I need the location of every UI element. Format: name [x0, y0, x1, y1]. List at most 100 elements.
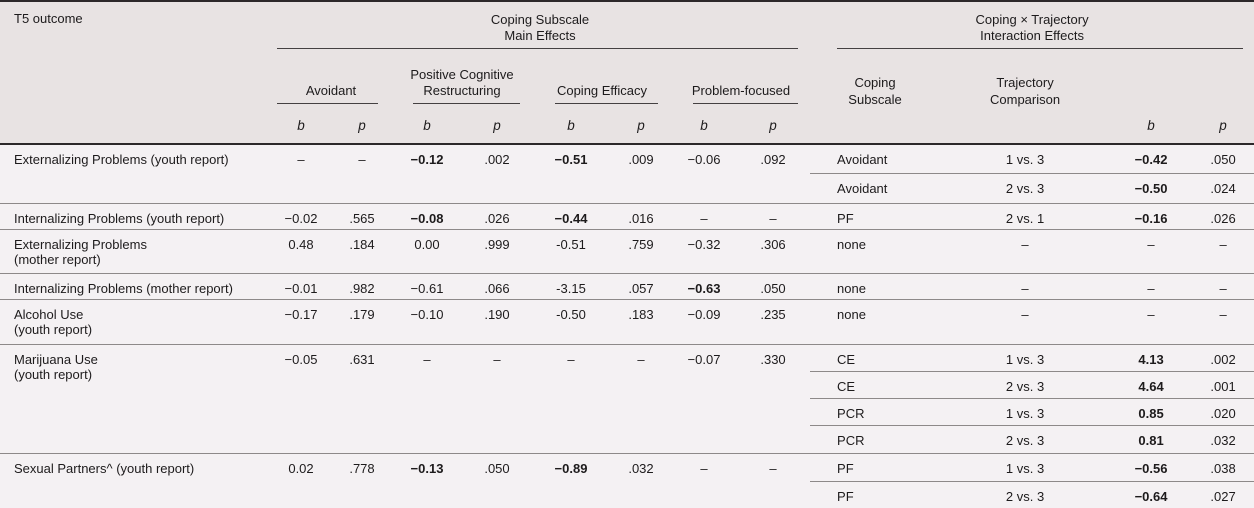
cell-ce-b: −0.89: [532, 452, 610, 508]
cell-pcr-b: −0.12: [392, 144, 462, 203]
spanner-interaction-effects-label: Coping × Trajectory Interaction Effects: [975, 12, 1089, 43]
cell-trajectory-comparison: 1 vs. 3: [940, 397, 1111, 425]
cell-pcr-p: .066: [462, 272, 532, 299]
cell-coping-subscale: PF: [810, 452, 941, 481]
cell-pcr-p: –: [462, 343, 532, 453]
cell-pcr-b: −0.08: [392, 202, 462, 229]
cell-ce-b: -3.15: [532, 272, 610, 299]
interaction-subrow: PF 2 vs. 3 −0.64 .027: [0, 480, 1254, 508]
cell-trajectory-comparison: 2 vs. 3: [940, 424, 1111, 453]
cell-ce-p: .183: [610, 298, 672, 344]
cell-interaction-b: −0.50: [1110, 172, 1193, 203]
cell-avoidant-b: –: [270, 144, 332, 203]
stat-header-p: p: [332, 104, 392, 145]
stat-header-p: p: [736, 104, 811, 145]
cell-pf-p: –: [736, 452, 811, 508]
cell-coping-subscale: CE: [810, 343, 941, 371]
outcome-row: Externalizing Problems (youth report) – …: [0, 144, 1254, 203]
coping-efficacy-underline: [555, 103, 658, 104]
outcome-row: Marijuana Use (youth report) −0.05 .631 …: [0, 343, 1254, 453]
cell-trajectory-comparison: 1 vs. 3: [940, 343, 1111, 371]
cell-outcome: Alcohol Use (youth report): [0, 298, 270, 344]
cell-outcome: Sexual Partners^ (youth report): [0, 452, 270, 508]
interaction-subrow: PCR 1 vs. 3 0.85 .020: [0, 397, 1254, 425]
cell-coping-subscale: PCR: [810, 397, 941, 425]
cell-trajectory-comparison: 1 vs. 3: [940, 144, 1111, 173]
cell-coping-subscale: Avoidant: [810, 144, 941, 173]
cell-avoidant-p: .778: [332, 452, 392, 508]
cell-interaction-b: 0.81: [1110, 424, 1193, 453]
table-header: T5 outcome Coping Subscale Main Effects …: [0, 1, 1254, 145]
cell-interaction-p: .002: [1192, 343, 1254, 371]
cell-interaction-p: .001: [1192, 370, 1254, 398]
corner-header-t5-outcome: T5 outcome: [0, 1, 270, 145]
cell-avoidant-p: –: [332, 144, 392, 203]
outcome-row: Alcohol Use (youth report) −0.17 .179 −0…: [0, 298, 1254, 344]
cell-pf-b: −0.06: [672, 144, 736, 203]
cell-pcr-b: −0.61: [392, 272, 462, 299]
cell-pf-b: −0.63: [672, 272, 736, 299]
cell-pcr-p: .002: [462, 144, 532, 203]
column-header-problem-focused: Problem-focused: [672, 49, 811, 104]
cell-interaction-b: −0.56: [1110, 452, 1193, 481]
cell-trajectory-comparison: 2 vs. 3: [940, 172, 1111, 203]
spanner-main-effects: Coping Subscale Main Effects: [270, 1, 811, 49]
cell-interaction-b: –: [1110, 228, 1193, 273]
interaction-subrow: CE 2 vs. 3 4.64 .001: [0, 370, 1254, 398]
cell-interaction-b: –: [1110, 272, 1193, 299]
cell-ce-b: -0.50: [532, 298, 610, 344]
cell-interaction-b: 0.85: [1110, 397, 1193, 425]
column-header-avoidant: Avoidant: [270, 49, 392, 104]
spanner-main-underline: [277, 48, 799, 49]
cell-coping-subscale: none: [810, 228, 941, 273]
stat-header-b: b: [270, 104, 332, 145]
cell-interaction-p: .032: [1192, 424, 1254, 453]
cell-coping-subscale: none: [810, 298, 941, 344]
cell-pf-b: −0.07: [672, 343, 736, 453]
cell-ce-b: -0.51: [532, 228, 610, 273]
spanner-interaction-underline: [837, 48, 1244, 49]
cell-pf-b: −0.09: [672, 298, 736, 344]
cell-interaction-b: −0.42: [1110, 144, 1193, 173]
header-spacer-b: [1110, 49, 1193, 104]
stat-header-p: p: [462, 104, 532, 145]
outcome-row: Sexual Partners^ (youth report) 0.02 .77…: [0, 452, 1254, 508]
header-spacer-p: [1192, 49, 1254, 104]
cell-pf-b: –: [672, 202, 736, 229]
cell-pf-p: .092: [736, 144, 811, 203]
cell-pcr-p: .050: [462, 452, 532, 508]
cell-ce-p: .032: [610, 452, 672, 508]
cell-interaction-b: −0.64: [1110, 480, 1193, 508]
cell-avoidant-b: 0.02: [270, 452, 332, 508]
interaction-subrow: Avoidant 2 vs. 3 −0.50 .024: [0, 172, 1254, 203]
cell-trajectory-comparison: 2 vs. 1: [940, 202, 1111, 229]
cell-interaction-b: 4.13: [1110, 343, 1193, 371]
stat-header-b: b: [1110, 104, 1193, 145]
cell-avoidant-b: −0.02: [270, 202, 332, 229]
cell-interaction-p: –: [1192, 228, 1254, 273]
avoidant-underline: [277, 103, 378, 104]
cell-coping-subscale: none: [810, 272, 941, 299]
cell-interaction-p: .038: [1192, 452, 1254, 481]
cell-avoidant-p: .184: [332, 228, 392, 273]
cell-interaction-b: −0.16: [1110, 202, 1193, 229]
cell-pf-p: .306: [736, 228, 811, 273]
cell-interaction-p: .024: [1192, 172, 1254, 203]
cell-avoidant-p: .982: [332, 272, 392, 299]
cell-pcr-b: –: [392, 343, 462, 453]
cell-coping-subscale: PF: [810, 480, 941, 508]
cell-interaction-p: .050: [1192, 144, 1254, 173]
cell-interaction-p: .027: [1192, 480, 1254, 508]
cell-trajectory-comparison: –: [940, 298, 1111, 344]
cell-ce-b: –: [532, 343, 610, 453]
cell-ce-b: −0.51: [532, 144, 610, 203]
cell-outcome: Externalizing Problems (mother report): [0, 228, 270, 273]
cell-interaction-p: .026: [1192, 202, 1254, 229]
cell-pcr-b: 0.00: [392, 228, 462, 273]
outcome-row: Internalizing Problems (youth report) −0…: [0, 202, 1254, 229]
cell-outcome: Marijuana Use (youth report): [0, 343, 270, 453]
stat-header-b: b: [392, 104, 462, 145]
cell-avoidant-b: −0.05: [270, 343, 332, 453]
cell-interaction-p: –: [1192, 272, 1254, 299]
